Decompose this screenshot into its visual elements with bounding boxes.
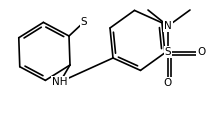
Text: N: N bbox=[164, 21, 172, 31]
Text: NH: NH bbox=[52, 77, 68, 87]
Text: S: S bbox=[165, 47, 171, 57]
Text: O: O bbox=[197, 47, 205, 57]
Text: O: O bbox=[164, 78, 172, 88]
Text: S: S bbox=[81, 17, 87, 27]
